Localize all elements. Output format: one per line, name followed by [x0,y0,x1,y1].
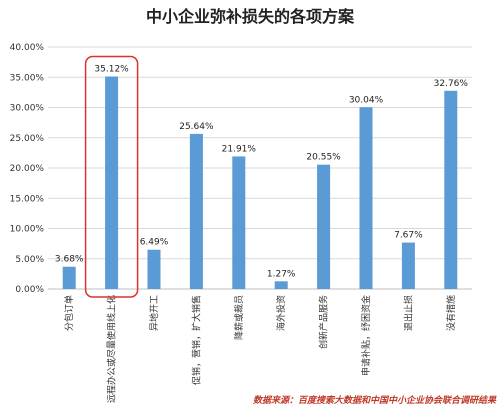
bar [317,164,331,289]
data-label: 25.64% [179,122,214,132]
category-label: 没有措施 [445,295,457,331]
bar [189,133,203,289]
data-label: 30.04% [349,95,384,105]
y-tick-label: 15.00% [10,194,45,204]
highlight-box [84,55,139,298]
bar [147,249,161,289]
data-label: 7.67% [394,231,423,241]
data-label: 3.68% [55,255,84,265]
y-tick-label: 35.00% [10,73,45,83]
data-label: 6.49% [140,238,169,248]
y-tick-label: 40.00% [10,43,45,53]
category-label: 海外投资 [275,295,287,331]
y-tick-label: 5.00% [15,255,44,265]
bar [62,266,76,289]
bar [274,281,288,289]
category-label: 分包订单 [63,295,75,331]
data-label: 21.91% [222,144,257,154]
gridlines [48,46,472,290]
data-label: 32.76% [434,79,469,89]
y-tick-label: 25.00% [10,134,45,144]
data-labels: 3.68% 35.12% 6.49% 25.64% 21.91% 1.27% 20.55% 3… [55,65,468,280]
category-labels: 分包订单 远程办公或尽量使用线上化 异地开工 促销，营销，扩大销售 降薪或裁员 海外投资 创… [63,295,457,403]
category-label: 异地开工 [148,295,160,331]
category-label: 申请补贴，纾困资金 [360,295,372,376]
bar [105,76,119,289]
category-label: 退出止损 [402,295,414,331]
chart-title: 中小企业弥补损失的各项方案 [146,7,355,26]
y-tick-label: 10.00% [10,225,45,235]
source-note: 数据来源：百度搜索大数据和中国中小企业协会联合调研结果 [253,395,497,406]
bar [444,90,458,289]
y-axis-ticks: 0.00% 5.00% 10.00% 15.00% 20.00% 25.00% 30.00%… [10,43,45,295]
data-label: 20.55% [306,153,341,163]
bars [62,76,458,290]
bar [401,242,415,289]
bar [232,156,246,289]
category-label: 促销，营销，扩大销售 [190,295,202,385]
y-tick-label: 0.00% [15,285,44,295]
data-label: 1.27% [267,269,296,279]
bar [359,107,373,290]
y-tick-label: 20.00% [10,164,45,174]
highlight-outline [84,55,139,298]
category-label: 远程办公或尽量使用线上化 [106,295,118,403]
category-label: 创新产品服务 [318,295,330,349]
data-label: 35.12% [94,65,129,75]
y-tick-label: 30.00% [10,104,45,114]
category-label: 降薪或裁员 [233,295,245,340]
